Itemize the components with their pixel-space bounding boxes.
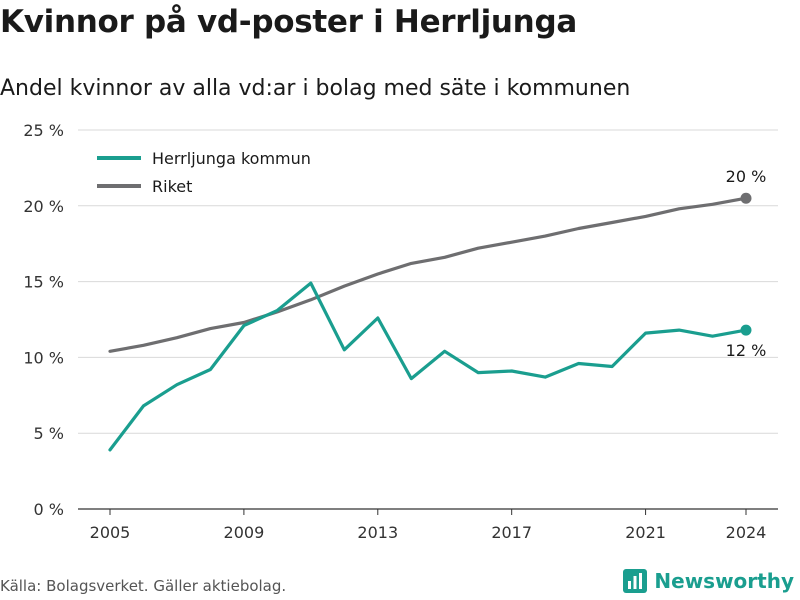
y-axis-tick-labels: 0 % 5 % 10 % 15 % 20 % 25 % <box>23 121 64 519</box>
legend-label-herrljunga: Herrljunga kommun <box>152 149 311 168</box>
source-note: Källa: Bolagsverket. Gäller aktiebolag. <box>0 577 287 595</box>
x-tick-label: 2024 <box>726 523 767 542</box>
end-point-marker <box>740 192 752 204</box>
chart-subtitle: Andel kvinnor av alla vd:ar i bolag med … <box>0 76 631 101</box>
x-tick-label: 2013 <box>357 523 398 542</box>
series-lines <box>108 196 748 452</box>
legend-label-riket: Riket <box>152 177 192 196</box>
brand-name: Newsworthy <box>654 569 794 593</box>
end-value-label: 20 % <box>726 167 767 186</box>
y-tick-label: 15 % <box>23 273 64 292</box>
x-tick-label: 2005 <box>90 523 131 542</box>
end-markers: 20 % 12 % <box>726 167 767 360</box>
legend: Herrljunga kommun Riket <box>97 149 311 196</box>
x-tick-label: 2017 <box>491 523 532 542</box>
grid-lines <box>78 129 778 510</box>
y-tick-label: 25 % <box>23 121 64 140</box>
x-tick-label: 2021 <box>625 523 666 542</box>
x-axis-tick-labels: 2005 2009 2013 2017 2021 2024 <box>90 509 767 542</box>
x-tick-label: 2009 <box>224 523 265 542</box>
end-value-label: 12 % <box>726 341 767 360</box>
y-tick-label: 5 % <box>34 424 64 443</box>
series-line-riket <box>108 196 748 353</box>
end-point-marker <box>740 324 752 336</box>
y-tick-label: 20 % <box>23 197 64 216</box>
y-tick-label: 0 % <box>34 500 64 519</box>
brand-logo: Newsworthy <box>622 568 794 594</box>
chart-title: Kvinnor på vd-poster i Herrljunga <box>0 4 577 40</box>
newsworthy-logo-icon <box>623 569 648 593</box>
y-tick-label: 10 % <box>23 348 64 367</box>
series-line-herrljunga <box>108 281 748 452</box>
